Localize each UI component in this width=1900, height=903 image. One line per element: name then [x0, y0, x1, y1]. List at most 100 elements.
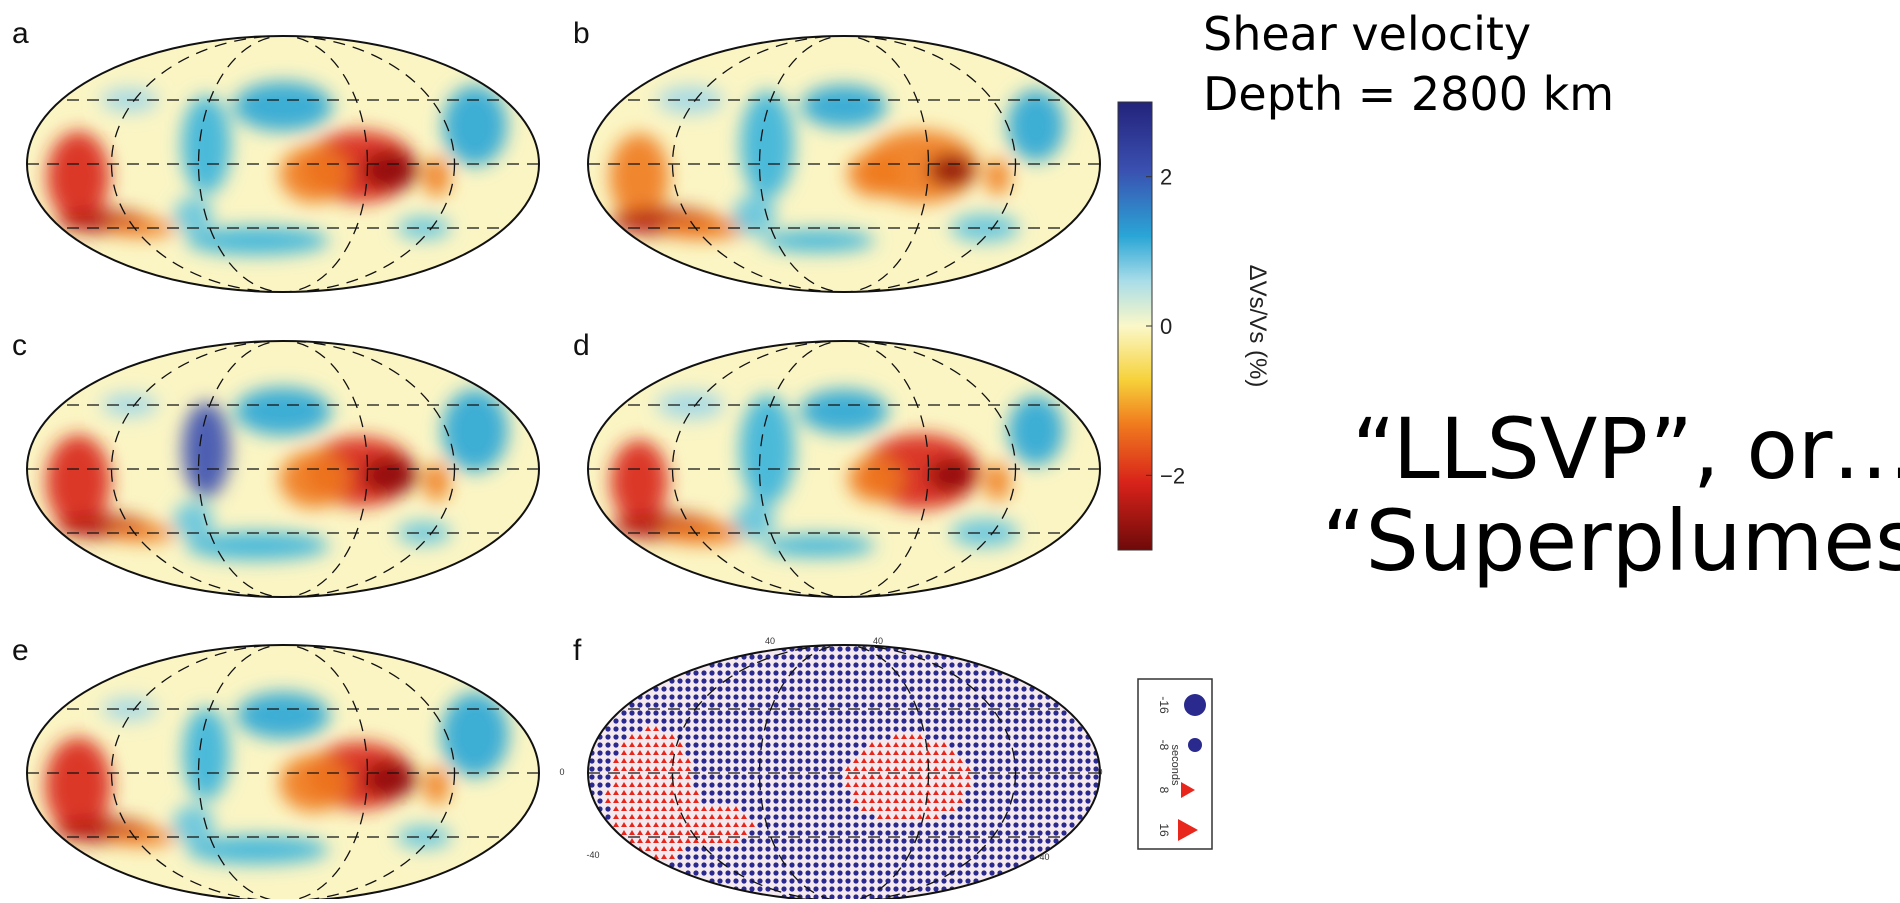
dot	[757, 838, 763, 844]
dot	[877, 678, 883, 684]
dot	[749, 798, 755, 804]
dot	[813, 662, 819, 668]
dot	[909, 830, 915, 836]
dot	[893, 782, 899, 787]
dot	[677, 822, 683, 827]
dot	[1077, 766, 1083, 772]
dot	[661, 710, 667, 716]
dot	[837, 694, 843, 700]
dot	[901, 782, 907, 787]
anomaly	[739, 394, 795, 505]
dot	[749, 678, 755, 684]
dot	[813, 838, 819, 844]
dot	[701, 774, 707, 780]
dot	[645, 822, 651, 827]
dot	[957, 662, 963, 668]
dot	[1013, 838, 1019, 844]
dot	[965, 718, 971, 724]
dot	[757, 710, 763, 716]
dot	[741, 814, 747, 819]
dot	[621, 822, 627, 827]
dot	[637, 718, 643, 724]
meridian	[671, 341, 1017, 597]
anomaly	[950, 213, 1020, 243]
dot	[909, 846, 915, 852]
dot	[973, 694, 979, 700]
dot	[893, 846, 899, 852]
dot	[725, 782, 731, 788]
dot	[749, 726, 755, 732]
dot	[917, 790, 923, 795]
dot	[717, 670, 723, 676]
dot	[685, 806, 691, 811]
dot	[837, 710, 843, 716]
dot	[757, 718, 763, 724]
dot	[693, 758, 699, 764]
anomaly	[45, 737, 112, 835]
dot	[693, 718, 699, 724]
dot	[1029, 822, 1035, 828]
dot	[997, 694, 1003, 700]
dot	[709, 830, 715, 835]
dot	[1037, 718, 1043, 724]
dot	[957, 854, 963, 860]
dot	[941, 734, 947, 740]
dot	[933, 846, 939, 852]
dot	[845, 694, 851, 700]
dot	[717, 846, 723, 852]
dot	[709, 862, 715, 868]
dot	[925, 694, 931, 700]
dot	[917, 750, 923, 755]
meridian	[197, 341, 369, 597]
dot	[893, 766, 899, 771]
dot	[733, 750, 739, 756]
dot	[957, 750, 963, 756]
dot	[829, 806, 835, 812]
dot	[1069, 766, 1075, 772]
graticule	[27, 36, 539, 292]
dot	[813, 710, 819, 716]
dot	[893, 726, 899, 732]
dot	[677, 798, 683, 803]
dot	[813, 894, 819, 900]
dot	[741, 710, 747, 716]
dot	[965, 678, 971, 684]
dot	[861, 846, 867, 852]
dot	[1053, 838, 1059, 844]
dot	[645, 830, 651, 835]
dot	[869, 814, 875, 820]
dot	[725, 702, 731, 708]
dot	[629, 798, 635, 803]
dot	[605, 734, 611, 740]
dot	[1085, 790, 1091, 796]
dot	[901, 822, 907, 828]
dot	[877, 758, 883, 763]
dot	[869, 670, 875, 676]
dot	[917, 814, 923, 819]
dot	[901, 710, 907, 716]
dot	[757, 670, 763, 676]
dot	[917, 694, 923, 700]
dot	[805, 726, 811, 732]
dot	[813, 702, 819, 708]
dot	[909, 838, 915, 844]
dot	[901, 798, 907, 803]
dot	[885, 878, 891, 884]
dot	[669, 822, 675, 827]
dot	[789, 814, 795, 820]
dot	[877, 862, 883, 868]
dot	[981, 854, 987, 860]
dot	[909, 710, 915, 716]
dot	[1021, 750, 1027, 756]
dot	[901, 702, 907, 708]
anomaly	[950, 518, 1019, 548]
dot	[717, 678, 723, 684]
dot	[1005, 774, 1011, 780]
dot	[957, 846, 963, 852]
dot	[973, 710, 979, 716]
dot	[725, 862, 731, 868]
dot	[973, 758, 979, 764]
dot	[1037, 846, 1043, 852]
dot	[949, 710, 955, 716]
dot	[773, 798, 779, 804]
